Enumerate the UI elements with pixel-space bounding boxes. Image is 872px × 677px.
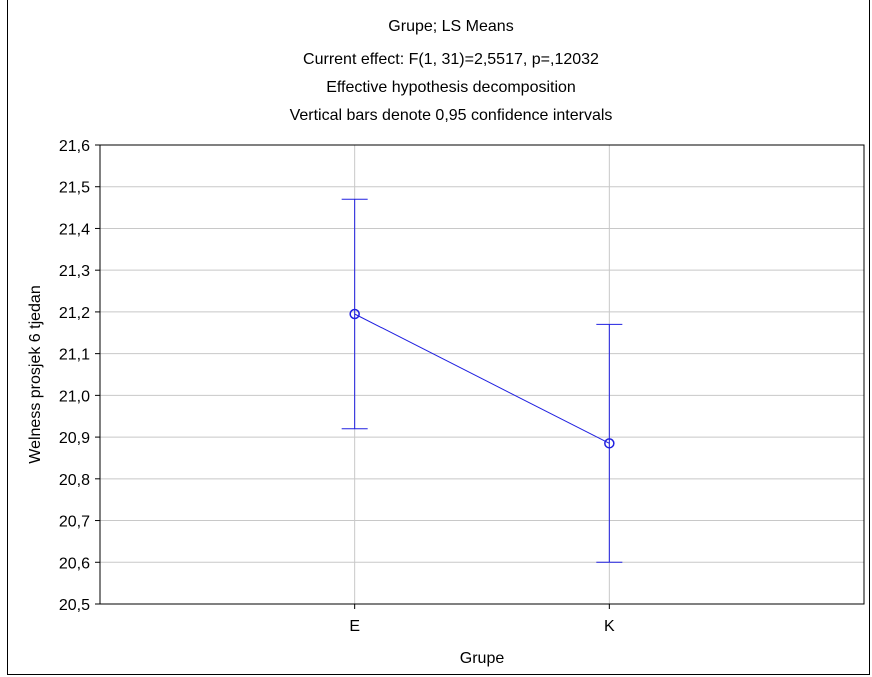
x-tick-label: K [604, 618, 615, 635]
x-axis-label: Grupe [460, 650, 505, 667]
chart-title-line-2: Current effect: F(1, 31)=2,5517, p=,1203… [303, 51, 599, 68]
y-axis-ticks: 20,5 20,6 20,7 20,8 20,9 21,0 21,1 21,2 21,3 21,4… [59, 138, 100, 614]
y-tick-label: 20,8 [59, 472, 90, 489]
grid-lines [100, 145, 864, 604]
chart-title-line-3: Effective hypothesis decomposition [326, 79, 576, 96]
series-means [349, 308, 615, 449]
y-tick-label: 20,7 [59, 514, 90, 531]
y-tick-label: 21,2 [59, 305, 90, 322]
y-tick-label: 20,5 [59, 597, 90, 614]
data-point-marker [604, 438, 615, 449]
chart-title-block: Grupe; LS Means Current effect: F(1, 31)… [290, 18, 613, 124]
y-tick-label: 20,9 [59, 430, 90, 447]
y-tick-label: 21,5 [59, 180, 90, 197]
chart-title-line-1: Grupe; LS Means [388, 18, 513, 35]
y-tick-label: 21,6 [59, 138, 90, 155]
y-tick-label: 21,3 [59, 263, 90, 280]
error-bars [341, 198, 623, 563]
y-tick-label: 21,0 [59, 388, 90, 405]
data-point-marker [349, 308, 360, 320]
x-tick-label: E [349, 618, 360, 635]
chart-title-line-4: Vertical bars denote 0,95 confidence int… [290, 107, 613, 124]
y-axis-label: Welness prosjek 6 tjedan [27, 285, 44, 463]
y-tick-label: 20,6 [59, 555, 90, 572]
plot-area-border [99, 144, 865, 605]
series-line [354, 313, 610, 444]
y-tick-label: 21,4 [59, 221, 90, 238]
y-tick-label: 21,1 [59, 347, 90, 364]
